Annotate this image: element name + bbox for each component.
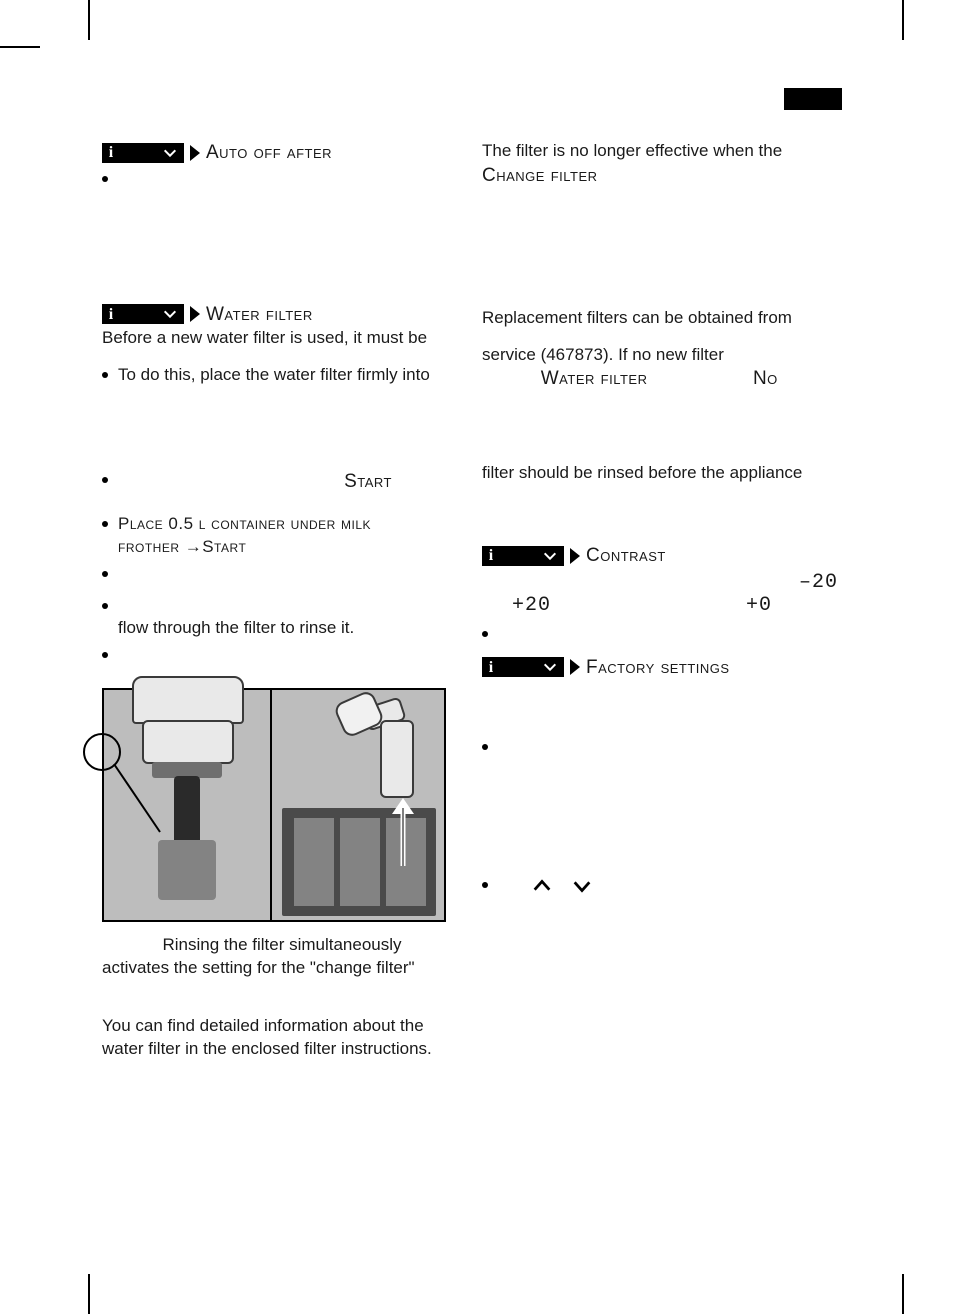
contrast-plus: +20 [512, 592, 551, 619]
bullet-text: To do this, place the water filter firml… [118, 364, 462, 387]
no-label: No [753, 368, 778, 389]
chevron-pair [531, 875, 593, 897]
triangle-right-icon [570, 548, 580, 564]
contrast-zero: +0 [746, 592, 772, 619]
bullet-icon [102, 477, 108, 483]
bullet-icon [482, 631, 488, 637]
filter-install-figure [102, 676, 448, 924]
note-line2: activates the setting for the "change fi… [102, 957, 462, 980]
rinse-before: filter should be rinsed before the appli… [482, 462, 842, 485]
body-text: Before a new water filter is used, it mu… [102, 327, 462, 350]
menu-bar-water-filter: i Water filter [102, 302, 313, 328]
chevron-down-icon [160, 143, 180, 163]
menu-label: Factory settings [586, 655, 730, 681]
menu-label: Water filter [206, 302, 313, 328]
container-line2: frother →Start [118, 537, 246, 556]
bullet-icon [102, 176, 108, 182]
info-line1: You can find detailed information about … [102, 1015, 462, 1038]
chevron-up-icon [531, 875, 553, 897]
bullet-icon [102, 652, 108, 658]
arrow-up-icon [390, 798, 416, 868]
menu-bar-factory: i Factory settings [482, 655, 730, 681]
info-icon: i [102, 304, 120, 324]
crop-mark [902, 0, 904, 40]
right-column: The filter is no longer effective when t… [482, 88, 842, 901]
bullet-icon [102, 571, 108, 577]
filter-no-longer: The filter is no longer effective when t… [482, 140, 842, 163]
bullet-icon [482, 882, 488, 888]
menu-label: Contrast [586, 543, 666, 569]
change-filter-label: Change filter [482, 163, 842, 189]
info-line2: water filter in the enclosed filter inst… [102, 1038, 462, 1061]
contrast-minus: –20 [799, 571, 838, 594]
crop-mark [0, 46, 40, 48]
bullet-icon [102, 521, 108, 527]
start-label: Start [344, 471, 392, 492]
i-button-box: i [102, 143, 184, 163]
bullet-icon [102, 372, 108, 378]
page: i Auto off after i [0, 0, 954, 1314]
figure-panel-right [270, 688, 446, 922]
triangle-right-icon [190, 306, 200, 322]
info-icon: i [482, 657, 500, 677]
crop-mark [88, 0, 90, 40]
chevron-down-icon [571, 875, 593, 897]
chevron-down-icon [540, 657, 560, 677]
menu-bar-auto-off: i Auto off after [102, 140, 332, 166]
figure-panel-left [102, 688, 270, 922]
menu-label: Auto off after [206, 140, 332, 166]
i-button-box: i [482, 657, 564, 677]
info-icon: i [482, 546, 500, 566]
note-line1: Rinsing the filter simultaneously [162, 935, 401, 954]
content-area: i Auto off after i [102, 88, 852, 1188]
flow-rinse: flow through the filter to rinse it. [118, 595, 462, 640]
chevron-down-icon [540, 546, 560, 566]
chevron-down-icon [160, 304, 180, 324]
crop-mark [88, 1274, 90, 1314]
menu-bar-contrast: i Contrast [482, 543, 666, 569]
left-column: i Auto off after i [102, 88, 462, 1061]
triangle-right-icon [190, 145, 200, 161]
container-line1: Place 0.5 l container under milk [118, 514, 371, 533]
water-filter-label: Water filter [541, 368, 648, 389]
bullet-icon [482, 744, 488, 750]
info-icon: i [102, 143, 120, 163]
bullet-text [498, 874, 842, 897]
triangle-right-icon [570, 659, 580, 675]
bullet-icon [102, 603, 108, 609]
i-button-box: i [102, 304, 184, 324]
crop-mark [902, 1274, 904, 1314]
i-button-box: i [482, 546, 564, 566]
replacement-from: Replacement filters can be obtained from [482, 307, 842, 330]
service-line: service (467873). If no new filter [482, 344, 842, 367]
